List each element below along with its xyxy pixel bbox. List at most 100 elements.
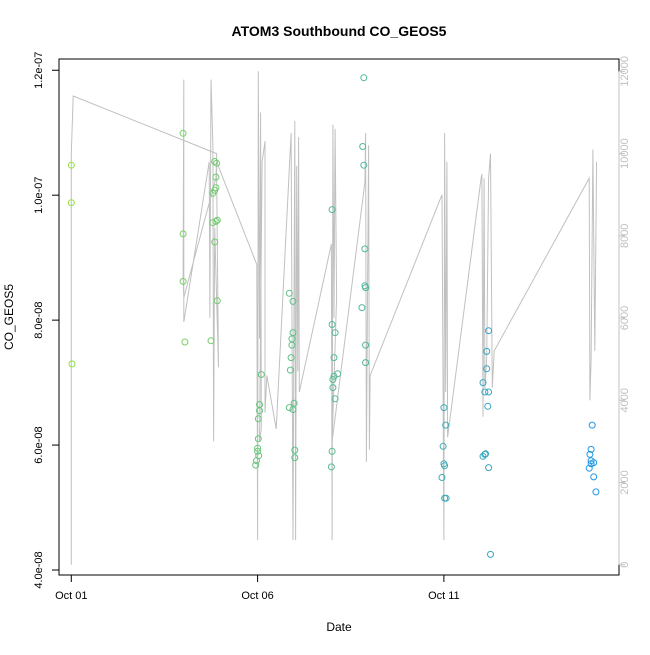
data-point [481, 450, 489, 458]
data-point [68, 360, 76, 368]
x-axis-label: Date [326, 620, 352, 634]
data-point [179, 277, 187, 285]
y-tick-label: 6.0e-08 [33, 426, 45, 463]
y-right-tick-label: 0 [619, 562, 631, 568]
y-axis-label: CO_GEOS5 [2, 284, 16, 350]
data-point [482, 450, 490, 458]
y-tick-label: 4.0e-08 [33, 551, 45, 588]
data-point [361, 245, 369, 253]
data-point [479, 379, 487, 387]
data-point [441, 462, 449, 470]
axes-layer: Oct 01 Oct 06 Oct 11 4.0e-08 6.0e-08 8.0e-08 1… [33, 52, 631, 602]
data-point [331, 329, 339, 337]
chart-title: ATOM3 Southbound CO_GEOS5 [232, 23, 447, 39]
data-point [290, 399, 298, 407]
data-point [588, 421, 596, 429]
altitude-layer [70, 71, 598, 565]
data-point [67, 199, 75, 207]
data-point [334, 370, 342, 378]
data-point [285, 289, 293, 297]
data-point [586, 450, 594, 458]
y-right-tick-label: 8000 [619, 224, 631, 248]
data-point [328, 321, 336, 328]
data-point [362, 284, 370, 292]
data-point [442, 494, 450, 502]
data-point [289, 329, 297, 337]
data-point [257, 371, 265, 378]
x-tick-label: Oct 11 [428, 590, 460, 602]
data-point [254, 415, 262, 423]
data-point [587, 445, 595, 453]
data-point [481, 388, 489, 396]
data-point [328, 447, 336, 455]
data-point [484, 402, 492, 410]
data-point [438, 474, 446, 481]
data-point [362, 341, 370, 349]
data-point [483, 347, 491, 355]
data-point [289, 297, 297, 305]
data-point [329, 376, 337, 383]
data-point [179, 129, 187, 137]
data-point [211, 158, 219, 165]
data-point [359, 143, 367, 150]
y-tick-label: 1.0e-07 [33, 177, 45, 214]
y-right-tick-label: 10000 [619, 138, 631, 169]
x-tick-label: Oct 01 [55, 590, 87, 602]
data-point [485, 327, 493, 335]
data-point [360, 161, 368, 169]
data-point [592, 488, 600, 496]
data-point [291, 454, 299, 462]
data-point [487, 550, 494, 558]
data-point [212, 184, 220, 192]
data-point [590, 473, 598, 481]
data-point [256, 401, 263, 408]
data-point [212, 217, 220, 225]
data-point [327, 463, 335, 471]
data-point [213, 297, 221, 305]
data-point [287, 354, 295, 362]
x-tick-label: Oct 06 [241, 590, 273, 602]
data-point [483, 365, 491, 373]
data-point [485, 464, 493, 472]
data-point [211, 238, 219, 246]
data-point [67, 161, 75, 169]
y-right-tick-label: 2000 [619, 470, 631, 494]
data-point [285, 404, 293, 412]
data-point [255, 452, 263, 460]
y-right-tick-label: 12000 [619, 56, 631, 87]
data-point [440, 404, 448, 412]
data-point [362, 359, 370, 367]
data-point [213, 216, 221, 224]
data-point [328, 206, 336, 214]
data-point [330, 354, 338, 362]
data-point [442, 421, 450, 429]
altitude-line [70, 71, 598, 565]
data-point [291, 446, 299, 454]
data-point [212, 173, 220, 181]
data-point [439, 442, 447, 450]
data-point [179, 230, 187, 238]
data-point [286, 366, 294, 374]
y-tick-label: 8.0e-08 [33, 301, 45, 338]
data-point [254, 435, 262, 443]
data-point [213, 159, 221, 167]
y-right-tick-label: 4000 [619, 388, 631, 412]
data-point [485, 388, 493, 396]
data-point [181, 338, 189, 346]
data-point [254, 447, 262, 455]
data-point [254, 444, 262, 452]
data-point [207, 337, 215, 345]
points-layer [67, 74, 600, 558]
data-point [587, 460, 595, 468]
y-tick-label: 1.2e-07 [33, 52, 45, 89]
data-point [331, 395, 339, 403]
data-point [252, 461, 260, 469]
y-right-tick-label: 6000 [619, 306, 631, 330]
data-point [360, 74, 368, 82]
data-point [329, 384, 337, 392]
data-point [585, 464, 593, 472]
data-point [358, 304, 366, 312]
